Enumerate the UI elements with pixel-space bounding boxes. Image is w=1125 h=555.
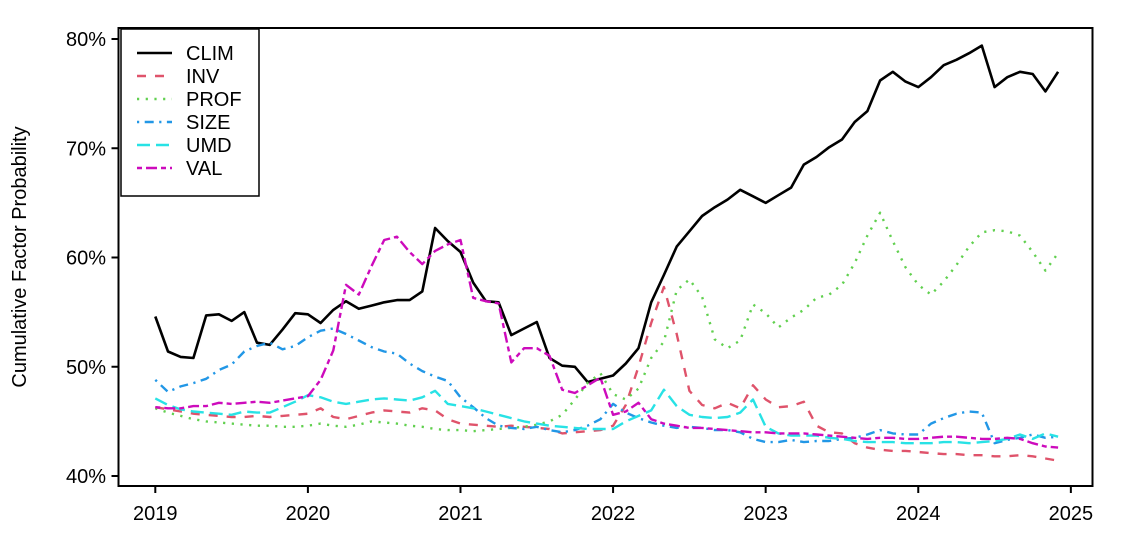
legend-label-INV: INV (186, 66, 220, 88)
x-tick-label-2022: 2022 (591, 503, 636, 525)
y-tick-label-70: 70% (66, 138, 106, 160)
x-tick-label-2021: 2021 (438, 503, 483, 525)
series-line-UMD (154, 388, 1059, 445)
series-line-CLIM (154, 44, 1060, 384)
legend-label-VAL: VAL (186, 158, 222, 180)
legend-label-CLIM: CLIM (186, 43, 234, 65)
plot-area: 40% 50% 60% 70% 80% 2019 2020 2021 2022 2023 2024 2… (66, 27, 1094, 525)
y-tick-label-60: 60% (66, 248, 106, 270)
series-line-INV (155, 285, 1059, 462)
legend-label-PROF: PROF (186, 89, 242, 111)
legend-box (120, 28, 260, 197)
x-tick-label-2023: 2023 (743, 503, 788, 525)
y-tick-label-40: 40% (66, 466, 106, 488)
y-tick-label-50: 50% (66, 357, 106, 379)
x-tick-label-2019: 2019 (133, 503, 178, 525)
y-tick-label-80: 80% (66, 29, 106, 51)
y-axis-title: Cumulative Factor Probability (9, 126, 31, 387)
series-line-VAL (155, 235, 1059, 449)
legend-label-UMD: UMD (186, 135, 232, 157)
x-tick-label-2025: 2025 (1049, 503, 1094, 525)
series-line-SIZE (154, 327, 1059, 445)
x-tick-label-2024: 2024 (896, 503, 941, 525)
x-tick-label-2020: 2020 (286, 503, 331, 525)
legend-label-SIZE: SIZE (186, 112, 230, 134)
